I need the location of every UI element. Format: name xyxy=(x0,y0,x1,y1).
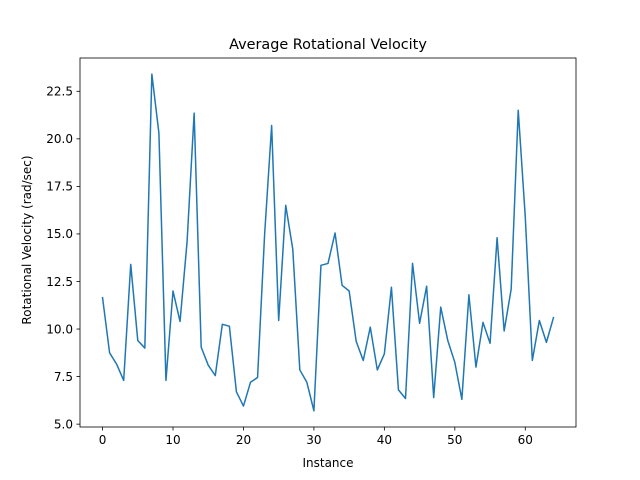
y-tick-label: 5.0 xyxy=(54,417,73,431)
x-tick-label: 0 xyxy=(99,433,107,447)
x-tick-label: 10 xyxy=(165,433,180,447)
x-tick-label: 30 xyxy=(306,433,321,447)
y-tick-label: 22.5 xyxy=(46,85,73,99)
y-axis-ticks: 5.0 7.5 10.0 12.5 15.0 17.5 20.0 22.5 xyxy=(46,85,80,431)
y-axis-label: Rotational Velocity (rad/sec) xyxy=(20,155,34,324)
x-tick-label: 50 xyxy=(447,433,462,447)
y-tick-label: 20.0 xyxy=(46,132,73,146)
x-axis-ticks: 0 10 20 30 40 50 60 xyxy=(99,427,533,447)
y-tick-label: 17.5 xyxy=(46,180,73,194)
chart-title: Average Rotational Velocity xyxy=(229,37,427,53)
plot-area xyxy=(80,58,576,427)
y-tick-label: 12.5 xyxy=(46,275,73,289)
y-tick-label: 15.0 xyxy=(46,227,73,241)
y-tick-label: 10.0 xyxy=(46,322,73,336)
x-tick-label: 20 xyxy=(236,433,251,447)
x-tick-label: 60 xyxy=(518,433,533,447)
x-axis-label: Instance xyxy=(302,456,353,470)
series-line xyxy=(101,73,555,412)
plot-frame xyxy=(79,57,577,428)
y-tick-label: 7.5 xyxy=(54,370,73,384)
x-tick-label: 40 xyxy=(377,433,392,447)
